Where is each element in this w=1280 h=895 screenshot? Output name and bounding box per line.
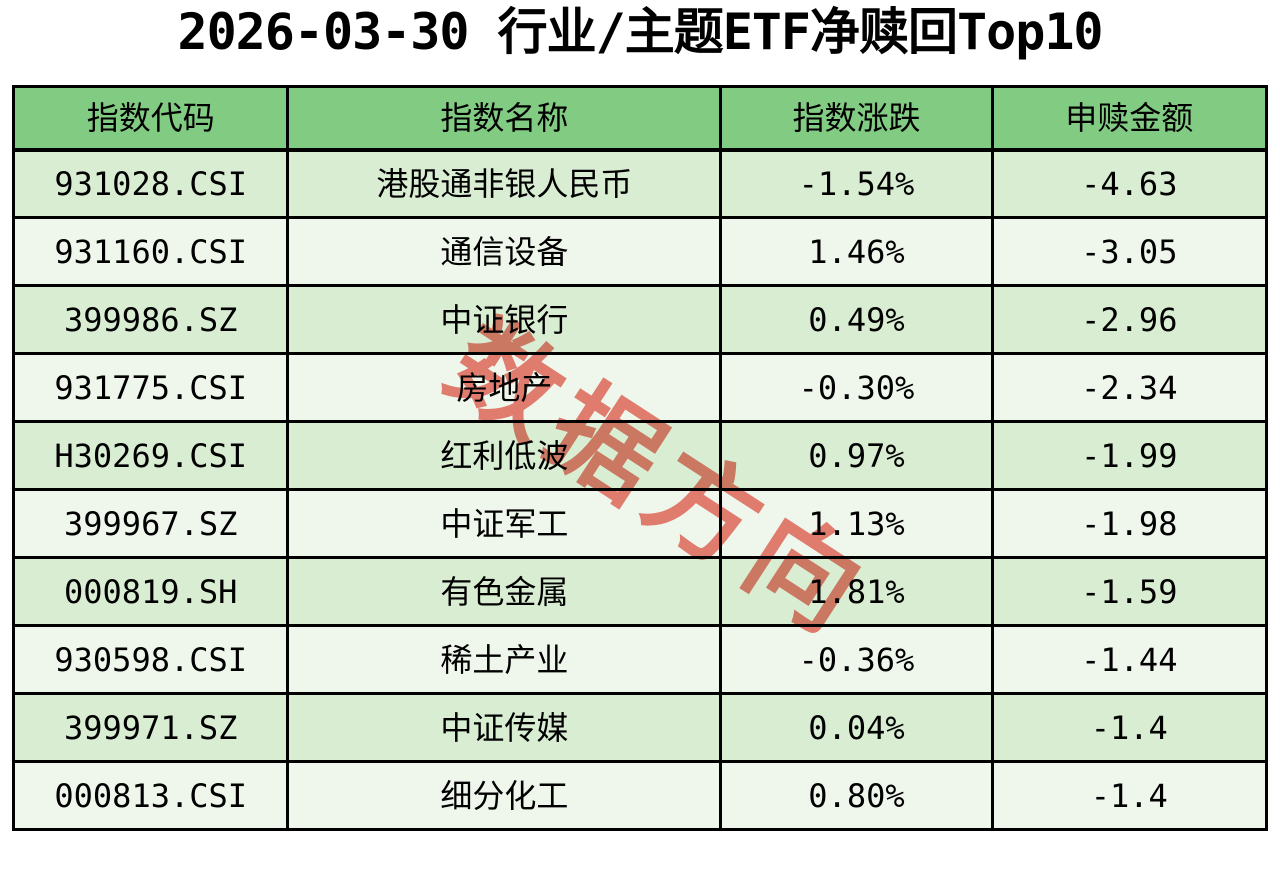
col-header-flow-amount: 申赎金额 xyxy=(990,85,1269,152)
cell-flow-amount: -1.4 xyxy=(990,760,1269,831)
cell-index-change: 1.46% xyxy=(719,216,994,287)
cell-flow-amount: -1.44 xyxy=(990,624,1269,695)
table-row: 931160.CSI 通信设备 1.46% -3.05 xyxy=(11,216,1269,287)
table-row: H30269.CSI 红利低波 0.97% -1.99 xyxy=(11,420,1269,491)
cell-index-name: 房地产 xyxy=(286,352,723,423)
data-table: 指数代码 指数名称 指数涨跌 申赎金额 931028.CSI 港股通非银人民币 … xyxy=(11,85,1269,831)
cell-index-name: 通信设备 xyxy=(286,216,723,287)
cell-flow-amount: -1.59 xyxy=(990,556,1269,627)
etf-redemption-table: 指数代码 指数名称 指数涨跌 申赎金额 931028.CSI 港股通非银人民币 … xyxy=(11,85,1269,831)
cell-index-name: 红利低波 xyxy=(286,420,723,491)
header-row: 指数代码 指数名称 指数涨跌 申赎金额 xyxy=(11,85,1269,152)
table-row: 399967.SZ 中证军工 1.13% -1.98 xyxy=(11,488,1269,559)
cell-index-code: 000819.SH xyxy=(11,556,290,627)
page-title: 2026-03-30 行业/主题ETF净赎回Top10 xyxy=(177,3,1103,61)
cell-index-code: 930598.CSI xyxy=(11,624,290,695)
table-row: 931775.CSI 房地产 -0.30% -2.34 xyxy=(11,352,1269,423)
cell-flow-amount: -4.63 xyxy=(990,148,1269,219)
col-header-index-change: 指数涨跌 xyxy=(719,85,994,152)
table-header: 指数代码 指数名称 指数涨跌 申赎金额 xyxy=(11,85,1269,152)
cell-index-name: 有色金属 xyxy=(286,556,723,627)
cell-index-name: 中证军工 xyxy=(286,488,723,559)
cell-index-change: -0.30% xyxy=(719,352,994,423)
cell-index-name: 中证传媒 xyxy=(286,692,723,763)
cell-index-name: 细分化工 xyxy=(286,760,723,831)
cell-index-change: -0.36% xyxy=(719,624,994,695)
cell-index-code: 931775.CSI xyxy=(11,352,290,423)
cell-index-code: H30269.CSI xyxy=(11,420,290,491)
cell-index-code: 399967.SZ xyxy=(11,488,290,559)
cell-index-code: 000813.CSI xyxy=(11,760,290,831)
table-body: 931028.CSI 港股通非银人民币 -1.54% -4.63 931160.… xyxy=(11,148,1269,831)
cell-index-change: 1.13% xyxy=(719,488,994,559)
cell-index-change: 1.81% xyxy=(719,556,994,627)
table-row: 000819.SH 有色金属 1.81% -1.59 xyxy=(11,556,1269,627)
cell-index-code: 931028.CSI xyxy=(11,148,290,219)
cell-index-change: -1.54% xyxy=(719,148,994,219)
cell-flow-amount: -1.98 xyxy=(990,488,1269,559)
cell-index-code: 399986.SZ xyxy=(11,284,290,355)
cell-flow-amount: -1.99 xyxy=(990,420,1269,491)
cell-index-code: 931160.CSI xyxy=(11,216,290,287)
cell-index-change: 0.49% xyxy=(719,284,994,355)
cell-flow-amount: -1.4 xyxy=(990,692,1269,763)
col-header-index-name: 指数名称 xyxy=(286,85,723,152)
cell-index-name: 稀土产业 xyxy=(286,624,723,695)
table-row: 399986.SZ 中证银行 0.49% -2.96 xyxy=(11,284,1269,355)
table-row: 000813.CSI 细分化工 0.80% -1.4 xyxy=(11,760,1269,831)
table-row: 931028.CSI 港股通非银人民币 -1.54% -4.63 xyxy=(11,148,1269,219)
col-header-index-code: 指数代码 xyxy=(11,85,290,152)
cell-flow-amount: -2.96 xyxy=(990,284,1269,355)
cell-flow-amount: -3.05 xyxy=(990,216,1269,287)
cell-index-name: 港股通非银人民币 xyxy=(286,148,723,219)
table-row: 399971.SZ 中证传媒 0.04% -1.4 xyxy=(11,692,1269,763)
table-row: 930598.CSI 稀土产业 -0.36% -1.44 xyxy=(11,624,1269,695)
cell-index-code: 399971.SZ xyxy=(11,692,290,763)
cell-index-change: 0.80% xyxy=(719,760,994,831)
cell-index-change: 0.04% xyxy=(719,692,994,763)
cell-flow-amount: -2.34 xyxy=(990,352,1269,423)
cell-index-name: 中证银行 xyxy=(286,284,723,355)
cell-index-change: 0.97% xyxy=(719,420,994,491)
